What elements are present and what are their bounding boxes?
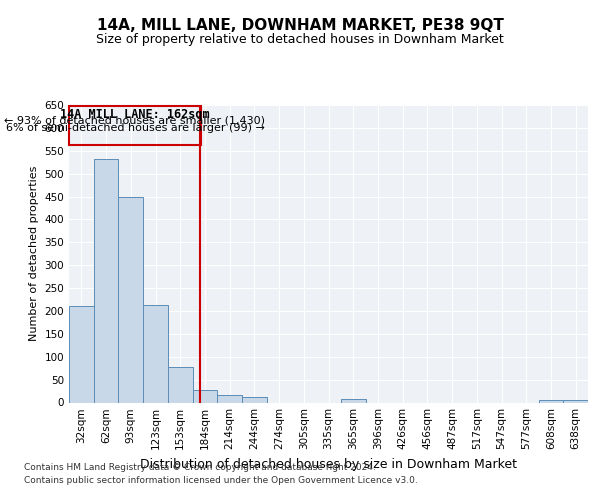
Bar [94, 158, 118, 402]
Bar [168, 367, 193, 402]
Text: Contains HM Land Registry data © Crown copyright and database right 2024.: Contains HM Land Registry data © Crown c… [24, 464, 376, 472]
Bar [69, 106, 201, 146]
Y-axis label: Number of detached properties: Number of detached properties [29, 166, 39, 342]
Bar [563, 400, 588, 402]
Bar [193, 390, 217, 402]
X-axis label: Distribution of detached houses by size in Downham Market: Distribution of detached houses by size … [140, 458, 517, 471]
Bar [217, 394, 242, 402]
Bar [539, 400, 563, 402]
Bar [341, 399, 365, 402]
Text: 14A, MILL LANE, DOWNHAM MARKET, PE38 9QT: 14A, MILL LANE, DOWNHAM MARKET, PE38 9QT [97, 18, 503, 32]
Text: 14A MILL LANE: 162sqm: 14A MILL LANE: 162sqm [60, 108, 210, 120]
Text: 6% of semi-detached houses are larger (99) →: 6% of semi-detached houses are larger (9… [5, 123, 265, 133]
Text: ← 93% of detached houses are smaller (1,430): ← 93% of detached houses are smaller (1,… [4, 116, 265, 126]
Bar [69, 306, 94, 402]
Bar [118, 196, 143, 402]
Text: Size of property relative to detached houses in Downham Market: Size of property relative to detached ho… [96, 32, 504, 46]
Bar [242, 397, 267, 402]
Bar [143, 305, 168, 402]
Text: Contains public sector information licensed under the Open Government Licence v3: Contains public sector information licen… [24, 476, 418, 485]
